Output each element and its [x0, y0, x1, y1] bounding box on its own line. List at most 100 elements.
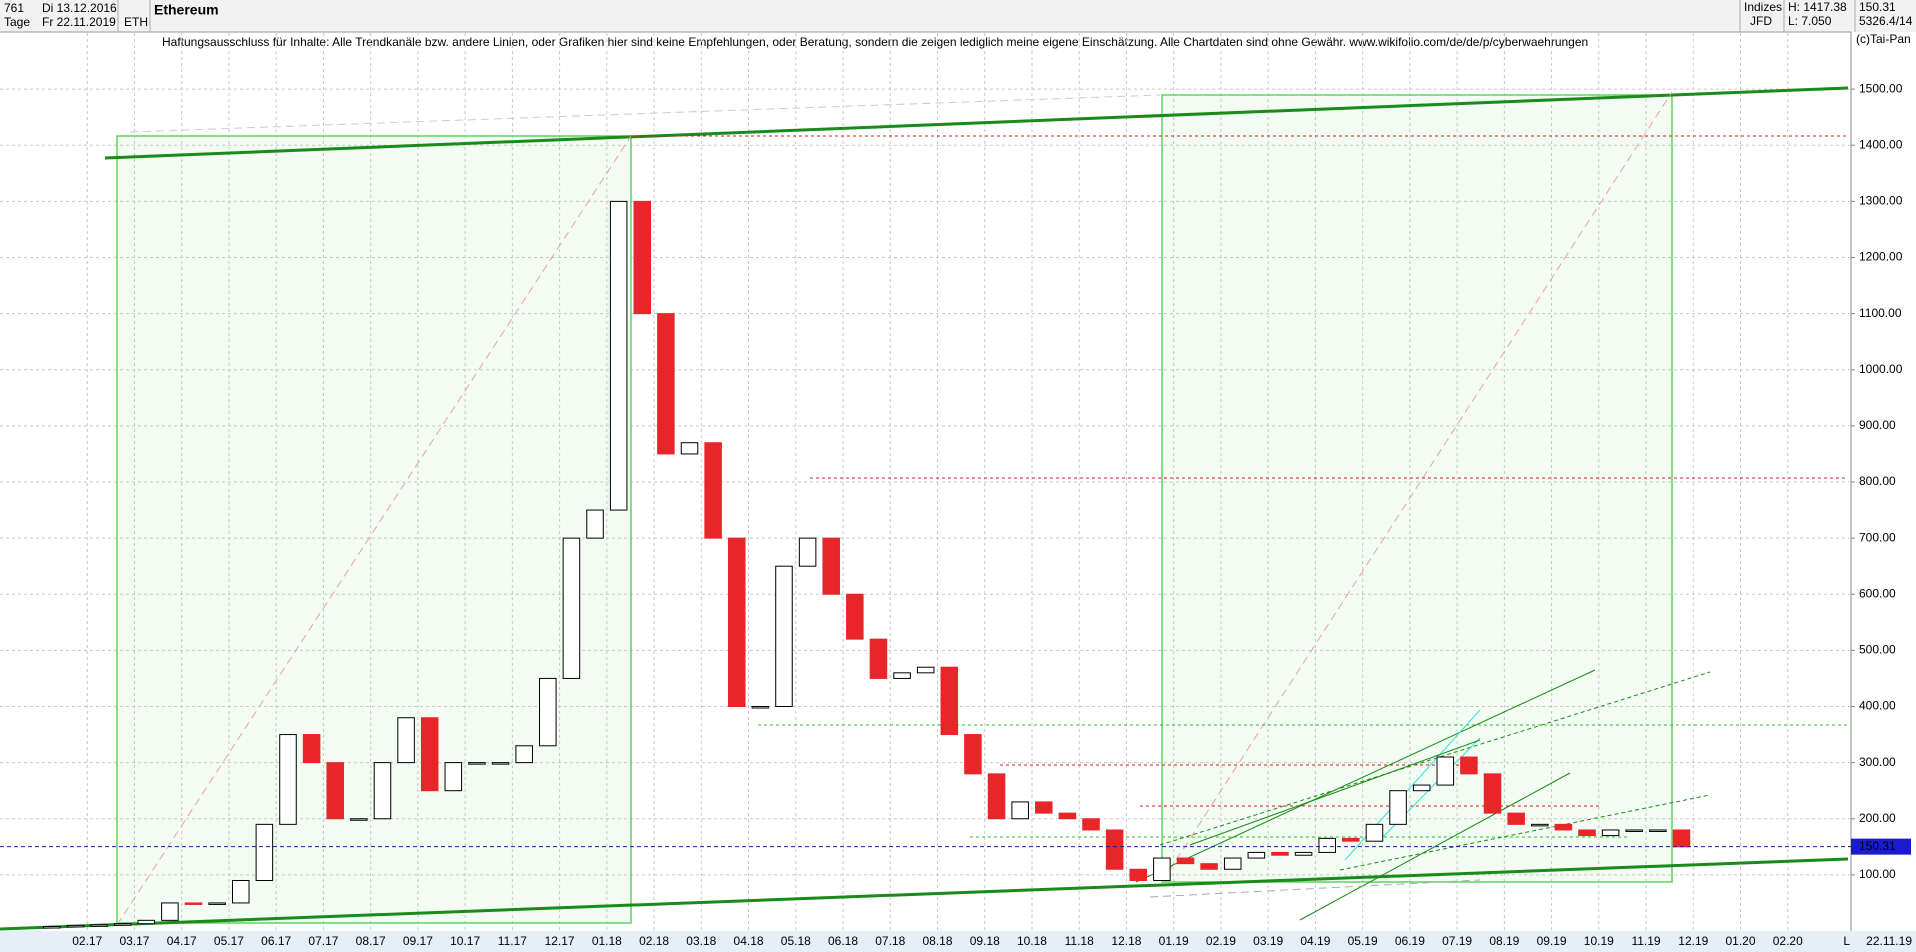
x-tick-label: 03.17 — [119, 934, 149, 948]
count: 761 — [4, 1, 24, 15]
trend-line — [0, 857, 1849, 931]
diagonal — [1161, 91, 1673, 883]
x-tick-label: 06.19 — [1395, 934, 1425, 948]
candle — [1176, 857, 1195, 865]
x-tick-label: 04.18 — [734, 934, 764, 948]
candle — [66, 924, 85, 928]
header-bar — [0, 0, 1916, 32]
candle — [893, 672, 911, 679]
candle — [964, 734, 982, 775]
candle — [1271, 851, 1289, 856]
candle — [916, 666, 935, 674]
end-date: Fr 22.11.2019 — [42, 15, 116, 29]
x-tick-label: 09.18 — [970, 934, 1000, 948]
disclaimer: Haftungsausschluss für Inhalte: Alle Tre… — [162, 35, 1588, 49]
candle — [633, 200, 652, 315]
candle — [1531, 823, 1549, 827]
candle — [751, 706, 770, 709]
candle — [1460, 756, 1478, 775]
period: Tage — [4, 15, 30, 29]
x-tick-label: 04.19 — [1300, 934, 1330, 948]
x-tick-label: 11.18 — [1065, 934, 1094, 948]
candle — [586, 509, 604, 539]
candle — [1223, 857, 1242, 870]
candle — [987, 773, 1006, 820]
channel-line — [1159, 671, 1711, 846]
candle — [609, 200, 628, 511]
x-tick-label: 01.18 — [592, 934, 622, 948]
x-tick-label: 11.17 — [498, 934, 527, 948]
candle — [1035, 801, 1053, 814]
high: H: 1417.38 — [1788, 0, 1847, 14]
y-tick-label: 700.00 — [1859, 530, 1896, 544]
broker: JFD — [1750, 14, 1772, 28]
candle — [798, 537, 817, 567]
candle — [515, 745, 533, 764]
x-tick-label: 10.17 — [450, 934, 480, 948]
candle — [1436, 756, 1455, 786]
y-tick-label: 100.00 — [1859, 867, 1896, 881]
y-tick-label: 400.00 — [1859, 699, 1896, 713]
x-tick-label: 07.19 — [1442, 934, 1472, 948]
x-tick-label: 05.19 — [1348, 934, 1378, 948]
start-date: Di 13.12.2016 — [42, 1, 117, 15]
x-tick-label: 01.20 — [1726, 934, 1756, 948]
candle — [279, 734, 297, 825]
candle — [491, 762, 510, 765]
candle — [161, 902, 179, 921]
y-tick-label: 300.00 — [1859, 755, 1896, 769]
y-tick-label: 1400.00 — [1859, 137, 1903, 151]
x-tick-label: 02.19 — [1206, 934, 1236, 948]
candle — [113, 923, 132, 926]
y-tick-label: 1300.00 — [1859, 194, 1903, 208]
symbol: ETH — [124, 15, 148, 29]
candle — [562, 537, 581, 679]
candle — [350, 818, 368, 821]
candle — [1483, 773, 1502, 814]
candle — [137, 919, 156, 925]
candle — [184, 902, 203, 905]
candle — [1058, 812, 1077, 820]
candle — [1601, 829, 1620, 837]
candle — [1105, 829, 1124, 870]
x-tick-label: 09.17 — [403, 934, 433, 948]
x-tick-label: 08.19 — [1489, 934, 1519, 948]
candle — [1507, 812, 1525, 825]
y-tick-label: 1500.00 — [1859, 81, 1903, 95]
last-price: 150.31 — [1859, 0, 1896, 14]
candle — [1389, 790, 1407, 825]
x-tick-label: 03.19 — [1253, 934, 1283, 948]
candle — [1365, 823, 1384, 842]
candle — [90, 924, 108, 927]
candle — [940, 666, 959, 736]
copyright: (c)Tai-Pan — [1856, 32, 1911, 46]
candle — [255, 823, 274, 881]
candle — [468, 762, 486, 765]
x-tick-label: 05.17 — [214, 934, 244, 948]
low: L: 7.050 — [1788, 14, 1832, 28]
x-tick-label: 03.18 — [686, 934, 716, 948]
channel-line — [1189, 739, 1481, 846]
candle — [420, 717, 439, 792]
price-label: 150.31 — [1859, 839, 1896, 853]
x-tick-label: 12.19 — [1678, 934, 1708, 948]
candle — [397, 717, 415, 764]
candle — [208, 902, 226, 905]
stats: 5326.4/14 — [1859, 14, 1913, 28]
candle — [1554, 823, 1573, 831]
x-tick-label: 11.19 — [1631, 934, 1660, 948]
candle — [1294, 851, 1313, 856]
candle — [539, 677, 557, 747]
candle — [1200, 863, 1218, 870]
candle — [1649, 829, 1667, 832]
y-tick-label: 900.00 — [1859, 418, 1896, 432]
x-tick-label: 06.18 — [828, 934, 858, 948]
candle — [1578, 829, 1596, 837]
candle — [1342, 837, 1360, 842]
x-tick-label: 08.18 — [922, 934, 952, 948]
candle — [680, 442, 699, 455]
x-tick-label: 12.18 — [1111, 934, 1141, 948]
x-tick-label: 06.17 — [261, 934, 291, 948]
y-tick-label: 600.00 — [1859, 586, 1896, 600]
